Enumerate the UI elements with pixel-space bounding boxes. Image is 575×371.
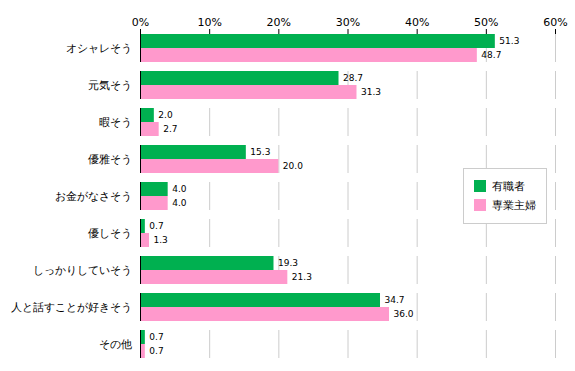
- svg-text:60%: 60%: [543, 16, 567, 29]
- svg-text:40%: 40%: [405, 16, 429, 29]
- svg-text:0.7: 0.7: [149, 346, 163, 356]
- svg-text:2.0: 2.0: [158, 110, 173, 120]
- svg-text:0%: 0%: [132, 16, 149, 29]
- svg-text:人と話すことが好きそう: 人と話すことが好きそう: [11, 301, 132, 314]
- svg-text:4.0: 4.0: [172, 198, 187, 208]
- svg-text:20.0: 20.0: [283, 161, 303, 171]
- svg-text:暇そう: 暇そう: [99, 116, 132, 129]
- svg-text:34.7: 34.7: [385, 295, 405, 305]
- svg-text:その他: その他: [99, 338, 132, 351]
- svg-text:15.3: 15.3: [250, 147, 270, 157]
- svg-text:お金がなさそう: お金がなさそう: [55, 190, 132, 203]
- svg-text:オシャレそう: オシャレそう: [66, 42, 132, 55]
- svg-text:1.3: 1.3: [153, 235, 167, 245]
- svg-text:48.7: 48.7: [481, 50, 501, 60]
- svg-text:30%: 30%: [336, 16, 360, 29]
- svg-text:19.3: 19.3: [278, 258, 298, 268]
- svg-text:50%: 50%: [474, 16, 498, 29]
- svg-text:0.7: 0.7: [149, 221, 163, 231]
- svg-text:51.3: 51.3: [499, 36, 519, 46]
- svg-text:優雅そう: 優雅そう: [88, 153, 132, 166]
- svg-text:20%: 20%: [267, 16, 291, 29]
- svg-text:31.3: 31.3: [361, 87, 381, 97]
- svg-text:28.7: 28.7: [343, 73, 363, 83]
- svg-text:2.7: 2.7: [163, 124, 177, 134]
- svg-text:優しそう: 優しそう: [88, 227, 132, 240]
- html-text:有職者: 有職者: [492, 179, 525, 193]
- svg-text:4.0: 4.0: [172, 184, 187, 194]
- svg-text:0.7: 0.7: [149, 332, 163, 342]
- html-text:専業主婦: 専業主婦: [492, 198, 536, 212]
- svg-text:10%: 10%: [197, 16, 221, 29]
- svg-text:しっかりしていそう: しっかりしていそう: [33, 264, 132, 277]
- svg-text:21.3: 21.3: [292, 272, 312, 282]
- svg-text:元気そう: 元気そう: [88, 79, 132, 92]
- svg-text:36.0: 36.0: [394, 309, 414, 319]
